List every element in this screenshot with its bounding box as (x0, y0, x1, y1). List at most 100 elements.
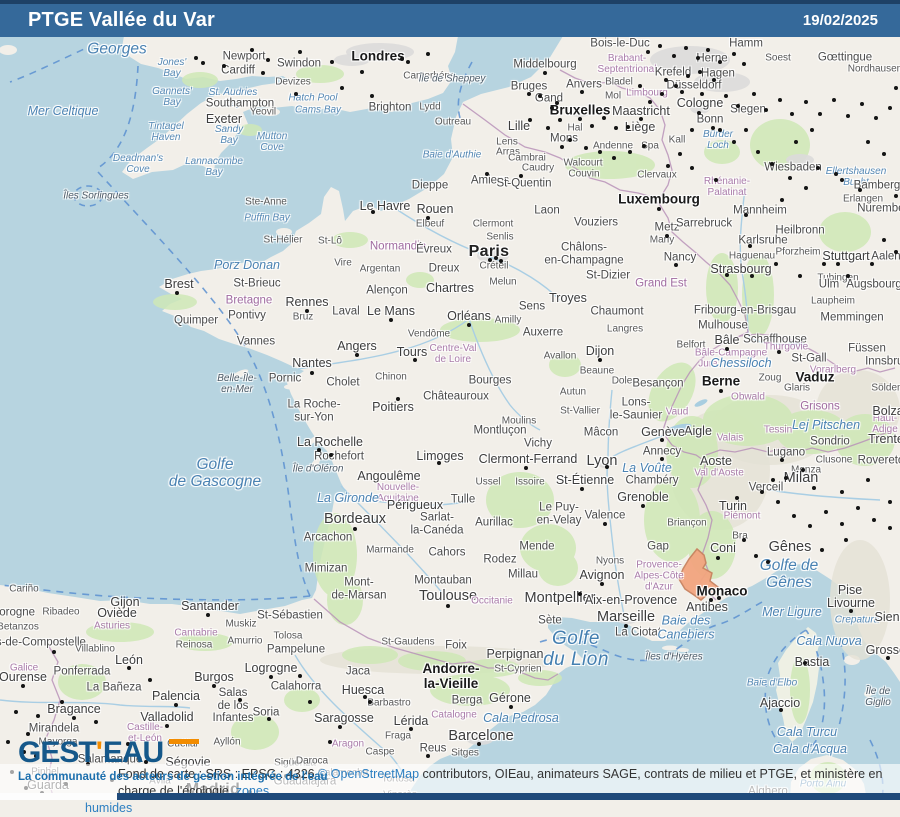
map-label: Laon (534, 204, 560, 217)
city-dot (560, 145, 564, 149)
map-label: Burgos (194, 670, 234, 685)
map-label: Antibes (686, 600, 728, 615)
map-label: Auxerre (522, 326, 564, 339)
map-label: Muskiz (225, 618, 257, 630)
map-label: Besançon (632, 377, 684, 390)
map-label: Melun (489, 276, 517, 288)
map-label: Mutton Cove (256, 131, 288, 153)
city-dot (680, 90, 684, 94)
map-label: Rhénanie- Palatinat (703, 176, 751, 198)
map-label: St-Jacques-de-Compostelle (0, 636, 86, 649)
city-dot (409, 727, 413, 731)
map-label: Bois-le-Duc (590, 37, 650, 50)
map-label: St-Dizier (585, 269, 631, 282)
attribution-link[interactable]: humides (85, 800, 133, 815)
footer-corner (0, 793, 117, 800)
city-dot (810, 128, 814, 132)
city-dot (52, 650, 56, 654)
city-dot (174, 703, 178, 707)
city-dot (603, 522, 607, 526)
city-dot (744, 128, 748, 132)
gesteau-logo[interactable]: GEST'EAU La communauté des acteurs de ge… (18, 736, 328, 783)
map-label: Piémont (723, 510, 761, 522)
map-svg (0, 0, 900, 800)
ptge-area-highlight[interactable] (678, 547, 719, 601)
city-dot (612, 156, 616, 160)
map-label: La Corogne (0, 606, 36, 619)
map-label: Langres (606, 323, 644, 335)
map-label: Cariño (9, 583, 39, 595)
map-label: Nancy (663, 251, 697, 264)
city-dot (836, 262, 840, 266)
city-dot (709, 598, 713, 602)
map-label: Trente (868, 432, 900, 447)
city-dot (798, 274, 802, 278)
map-label: Marmande (366, 544, 414, 556)
map-label: Mer Celtique (27, 104, 99, 119)
map-label: Cala Pedrosa (483, 711, 559, 726)
city-dot (317, 448, 321, 452)
map-label: Île de Giglio (865, 686, 891, 708)
city-dot (648, 100, 652, 104)
map-label: Créteil (479, 260, 509, 272)
map[interactable]: Georges Jones' Bay Gannets' Bay St. Audries… (0, 0, 900, 800)
england-landmass (122, 36, 458, 179)
city-dot (26, 732, 30, 736)
city-dot (657, 207, 661, 211)
attribution-link[interactable]: © OpenStreetMap (318, 767, 420, 781)
map-label: Chartres (426, 281, 474, 296)
map-label: Hal (567, 122, 583, 134)
city-dot (894, 86, 898, 90)
map-label: Dieppe (411, 179, 449, 192)
city-dot (780, 458, 784, 462)
city-dot (812, 486, 816, 490)
city-dot (742, 538, 746, 542)
map-label: Ponferrada (53, 665, 111, 678)
map-label: Clermont-Ferrand (478, 452, 578, 467)
city-dot (370, 94, 374, 98)
map-label: Haguenau (728, 250, 776, 262)
map-label: Arras (496, 146, 520, 158)
map-label: Sens (518, 300, 546, 313)
page-title: PTGE Vallée du Var (28, 9, 216, 31)
map-label: Milan (783, 470, 819, 487)
map-label: Glaris (783, 382, 811, 394)
map-label: Grenoble (617, 490, 669, 505)
map-label: Fraga (384, 730, 412, 742)
city-dot (269, 675, 273, 679)
city-dot (238, 698, 242, 702)
map-label: Cardiff (221, 64, 255, 77)
map-label: Baie d'Elbo (746, 677, 798, 689)
map-label: Clusone (815, 454, 853, 466)
city-dot (882, 152, 886, 156)
city-dot (840, 178, 844, 182)
city-dot (406, 60, 410, 64)
city-dot (206, 613, 210, 617)
map-label: Chinon (375, 371, 407, 383)
city-dot (804, 186, 808, 190)
map-label: Ste-Anne (245, 196, 287, 208)
city-dot (568, 138, 572, 142)
map-label: La Gironde (317, 491, 379, 506)
map-label: Couvin (568, 168, 600, 180)
map-label: Sarrebruck (675, 217, 733, 230)
map-label: Troyes (549, 291, 587, 306)
map-label: Clermont (472, 218, 514, 230)
map-label: Gap (647, 540, 669, 553)
city-dot (94, 720, 98, 724)
logo-tagline: La communauté des acteurs de gestion int… (18, 771, 328, 783)
map-label: Heilbronn (775, 224, 825, 237)
map-label: Vorarlberg (809, 364, 857, 376)
city-dot (550, 106, 554, 110)
map-label: Londres (351, 48, 405, 64)
city-dot (665, 234, 669, 238)
date-label: 19/02/2025 (802, 12, 878, 29)
city-dot (519, 174, 523, 178)
map-label: Montluçon (473, 424, 527, 437)
map-label: Valence (584, 509, 626, 522)
map-label: Issoire (515, 476, 545, 488)
city-dot (580, 487, 584, 491)
city-dot (770, 162, 774, 166)
city-dot (764, 108, 768, 112)
map-label: Coni (710, 541, 736, 556)
